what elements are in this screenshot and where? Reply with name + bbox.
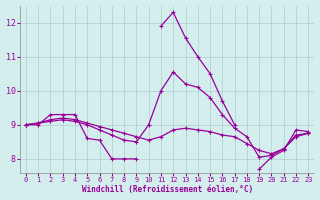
X-axis label: Windchill (Refroidissement éolien,°C): Windchill (Refroidissement éolien,°C) bbox=[82, 185, 253, 194]
